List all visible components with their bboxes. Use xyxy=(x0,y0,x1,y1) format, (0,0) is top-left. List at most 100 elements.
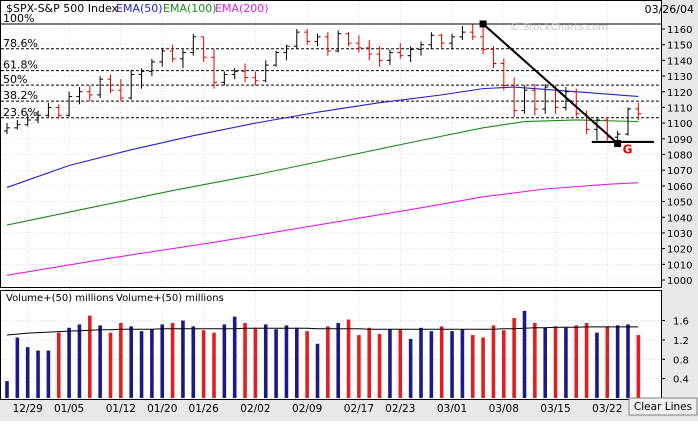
volume-bar xyxy=(584,322,589,398)
volume-bar xyxy=(512,318,516,398)
price-bar xyxy=(449,33,456,50)
price-bars xyxy=(4,24,642,144)
price-bar xyxy=(138,68,145,89)
price-bar xyxy=(511,77,518,117)
volume-bar xyxy=(408,338,413,398)
price-bar xyxy=(252,71,259,86)
price-tick-label: 1070 xyxy=(667,166,692,177)
volume-bars xyxy=(5,310,641,398)
price-axis-labels: 1000 1010 1020 1030 1040 1050 1060 1070 1080 1090… xyxy=(661,25,692,287)
price-bar xyxy=(86,85,93,102)
price-bar xyxy=(159,47,166,67)
volume-bar xyxy=(119,322,123,398)
price-bar xyxy=(221,71,228,86)
trendline xyxy=(482,23,619,145)
volume-bar xyxy=(274,329,278,398)
price-tick-label: 1160 xyxy=(667,25,692,36)
price-bar xyxy=(480,24,487,55)
price-bar xyxy=(345,32,352,47)
price-bar xyxy=(55,104,62,119)
price-bar xyxy=(24,113,31,127)
price-bar xyxy=(262,60,269,83)
chart-date: 03/26/04 xyxy=(645,3,694,16)
price-bar xyxy=(4,123,10,135)
price-bar xyxy=(635,102,642,120)
price-bar xyxy=(283,44,290,61)
price-bar xyxy=(376,46,383,67)
volume-bar xyxy=(450,331,454,398)
volume-bar xyxy=(160,324,165,398)
volume-bar xyxy=(460,329,465,398)
price-bar xyxy=(148,58,155,77)
price-tick-label: 1150 xyxy=(667,41,692,52)
date-tick-label: 01/20 xyxy=(147,403,177,415)
volume-bar xyxy=(336,322,340,398)
date-tick-label: 03/22 xyxy=(592,403,622,415)
volume-bar xyxy=(377,334,382,398)
volume-bar xyxy=(15,337,20,398)
price-bar xyxy=(335,30,342,53)
volume-bar xyxy=(295,327,299,398)
volume-bar xyxy=(564,327,568,398)
clear-lines-button-bg[interactable] xyxy=(628,397,698,416)
volume-bar xyxy=(626,324,630,398)
price-bar xyxy=(97,76,104,99)
price-bar xyxy=(324,32,331,56)
price-bar xyxy=(397,43,404,59)
ema200-line xyxy=(6,182,639,276)
date-tick-label: 02/09 xyxy=(292,403,322,415)
volume-bar xyxy=(88,315,92,398)
volume-ma-line xyxy=(6,326,639,336)
volume-bar xyxy=(253,327,258,398)
date-tick-label: 12/29 xyxy=(13,403,43,415)
pattern-marker-label: G xyxy=(623,143,633,157)
volume-bar xyxy=(429,331,434,398)
price-bar xyxy=(190,33,197,56)
volume-bar xyxy=(170,322,175,398)
price-bar xyxy=(169,44,176,62)
volume-bar xyxy=(595,332,599,398)
date-axis-labels: 12/29 01/05 01/12 01/20 01/26 02/02 02/09 02/17… xyxy=(13,403,623,415)
volume-bar xyxy=(419,327,423,398)
price-tick-label: 1130 xyxy=(667,72,692,83)
volume-bar xyxy=(181,320,185,398)
volume-legend-1: Volume+(50) millions xyxy=(6,293,114,304)
volume-bar xyxy=(636,335,641,398)
fib-label-38-2: 38.2% xyxy=(3,89,38,102)
volume-bar xyxy=(243,322,247,398)
volume-bar xyxy=(398,329,403,398)
price-bar xyxy=(231,68,238,80)
fib-label-78-6: 78.6% xyxy=(3,37,38,50)
price-bar xyxy=(593,116,600,141)
volume-bar xyxy=(212,332,216,398)
volume-bar xyxy=(574,325,579,398)
price-bar xyxy=(531,83,538,116)
trendline-end-handle xyxy=(614,140,622,148)
volume-bar xyxy=(77,324,82,398)
volume-bar xyxy=(222,324,227,398)
fibonacci-lines xyxy=(1,23,661,119)
date-tick-label: 01/12 xyxy=(106,403,136,415)
date-tick-label: 02/02 xyxy=(240,403,270,415)
price-bar xyxy=(407,46,414,62)
date-tick-label: 02/23 xyxy=(385,403,415,415)
date-tick-label: 03/15 xyxy=(540,403,570,415)
volume-bar xyxy=(5,381,9,398)
price-bar xyxy=(366,39,373,61)
price-tick-label: 1010 xyxy=(667,260,692,271)
volume-bar xyxy=(470,335,475,398)
clear-lines-button[interactable]: Clear Lines xyxy=(628,397,698,416)
price-bar xyxy=(438,33,445,48)
volume-bar xyxy=(150,329,154,398)
volume-bar xyxy=(201,330,206,398)
price-tick-label: 1140 xyxy=(667,56,692,67)
volume-bar xyxy=(67,327,71,398)
volume-bar xyxy=(615,325,620,398)
clear-lines-button-label[interactable]: Clear Lines xyxy=(634,401,692,413)
fib-label-61-8: 61.8% xyxy=(3,59,38,72)
price-tick-label: 1050 xyxy=(667,198,692,209)
price-tick-label: 1100 xyxy=(667,119,692,130)
volume-bar xyxy=(326,326,330,398)
annotation-drawings xyxy=(479,20,654,148)
